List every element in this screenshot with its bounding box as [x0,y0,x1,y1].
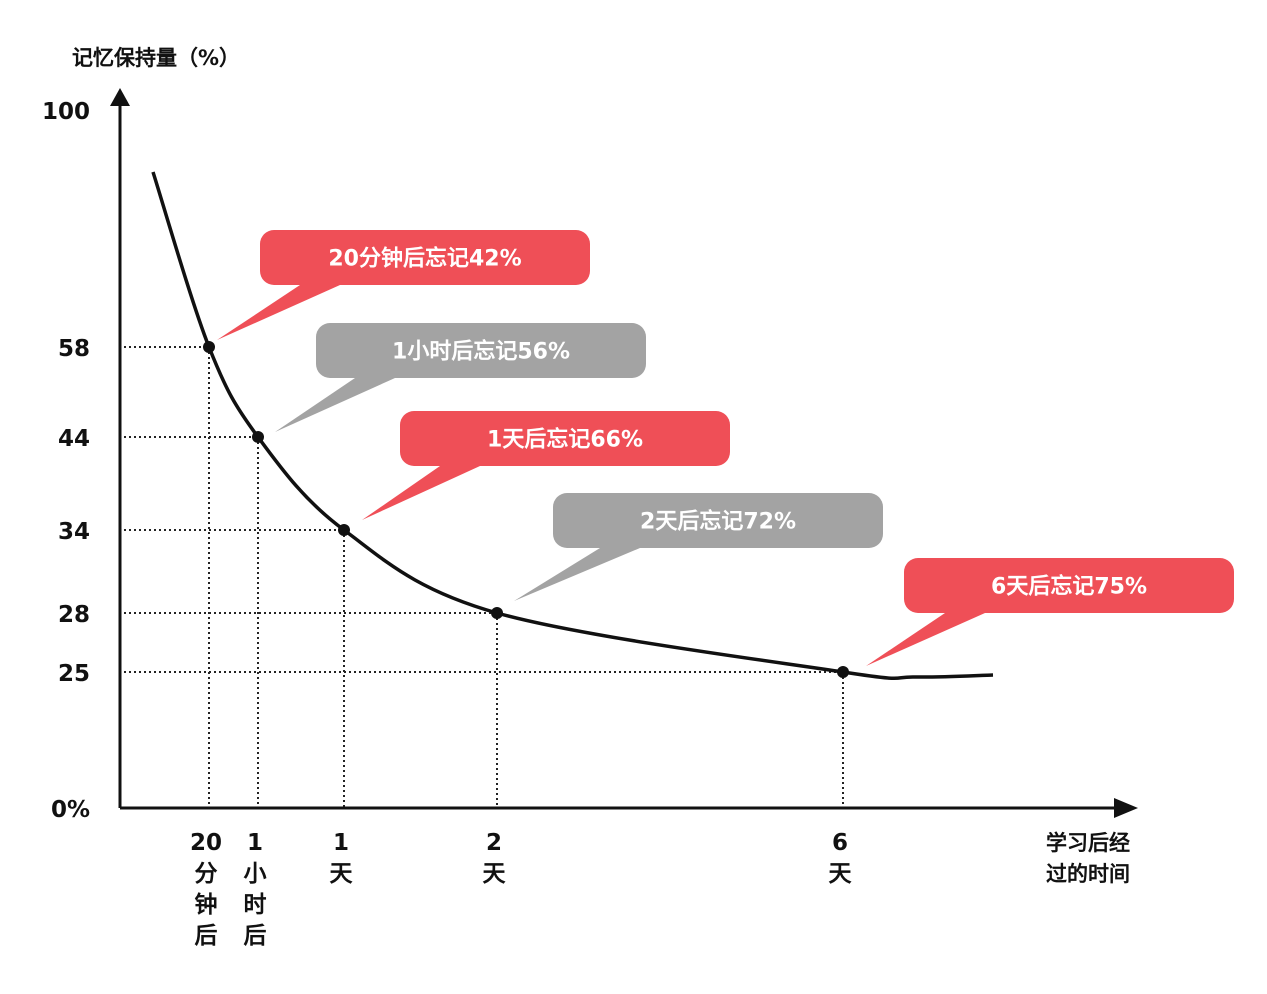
callouts: 20分钟后忘记42% 1小时后忘记56% 1天后忘记66% 2天后忘记72% 6天后忘记… [217,230,1234,666]
x-tick-label: 天 [330,861,354,887]
callout-box [400,411,730,466]
x-tick-label: 6 [832,830,848,856]
data-points [203,341,849,678]
data-point [491,607,503,619]
y-tick-label: 44 [58,426,90,452]
x-tick-label: 1 [333,830,349,856]
y-tick-label: 0% [51,797,90,823]
callout-label: 1天后忘记66% [487,427,643,453]
x-tick-label: 分 [195,861,218,887]
y-tick-label: 34 [58,519,90,545]
x-tick-label: 小 [244,861,267,887]
y-tick-label: 100 [42,99,90,125]
x-tick-label: 1 [247,830,263,856]
x-tick-label: 时 [244,892,267,918]
callout-label: 1小时后忘记56% [392,339,570,365]
x-axis-arrow [1114,798,1138,818]
x-tick-label: 天 [829,861,853,887]
callout-pointer [362,466,480,520]
y-axis-title: 记忆保持量（%） [72,46,240,70]
data-point [252,431,264,443]
callout-label: 6天后忘记75% [991,574,1147,600]
callout-box [904,558,1234,613]
y-tick-labels: 100 58 44 34 28 25 0% [42,99,90,823]
callout-pointer [217,285,340,340]
callout-pointer [514,548,640,601]
x-tick-labels: 20 分钟后 1 小时后 1 天 2 天 6 天 [190,830,853,949]
y-axis-arrow [110,88,130,106]
callout-pointer [866,613,985,666]
guide-lines [124,346,844,808]
y-tick-label: 58 [58,336,90,362]
data-point [338,524,350,536]
x-tick-label: 20 [190,830,222,856]
callout-box [260,230,590,285]
x-tick-label: 钟 [195,892,218,918]
callout-label: 2天后忘记72% [640,509,796,535]
axes [110,88,1138,818]
data-point [837,666,849,678]
y-tick-label: 25 [58,661,90,687]
x-axis-title-line-1: 学习后经 [1046,831,1130,855]
y-tick-label: 28 [58,602,90,628]
x-tick-label: 后 [195,923,218,949]
callout-label: 20分钟后忘记42% [328,246,521,272]
callout-box [553,493,883,548]
x-tick-label: 后 [244,923,267,949]
x-tick-label: 2 [486,830,502,856]
x-tick-label: 天 [483,861,507,887]
callout-pointer [275,378,395,432]
callout-box [316,323,646,378]
x-axis-title-line-2: 过的时间 [1046,862,1130,886]
data-point [203,341,215,353]
